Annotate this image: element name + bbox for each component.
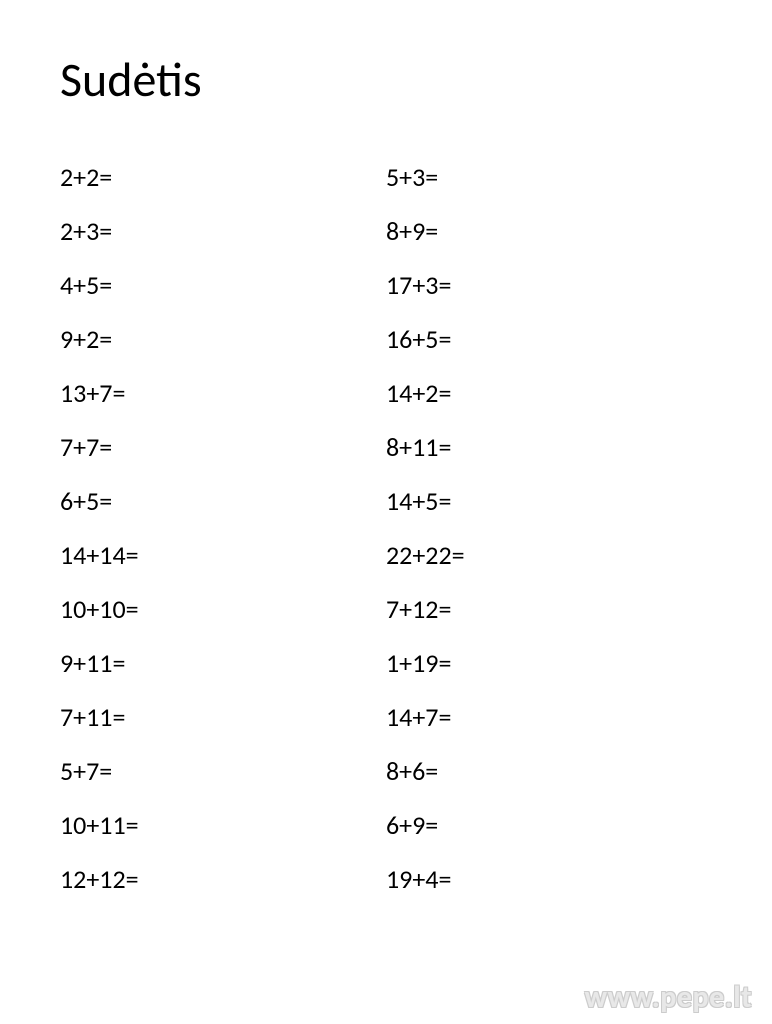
addition-problem: 7+7= (60, 434, 386, 460)
addition-problem: 9+11= (60, 650, 386, 676)
addition-problem: 12+12= (60, 866, 386, 892)
addition-problem: 7+12= (386, 596, 712, 622)
addition-problem: 1+19= (386, 650, 712, 676)
watermark-text: www.pepe.lt (585, 979, 752, 1016)
left-column: 2+2= 2+3= 4+5= 9+2= 13+7= 7+7= 6+5= 14+1… (60, 164, 386, 920)
addition-problem: 10+11= (60, 812, 386, 838)
addition-problem: 14+14= (60, 542, 386, 568)
addition-problem: 9+2= (60, 326, 386, 352)
addition-problem: 13+7= (60, 380, 386, 406)
addition-problem: 2+3= (60, 218, 386, 244)
addition-problem: 6+5= (60, 488, 386, 514)
addition-problem: 5+3= (386, 164, 712, 190)
addition-problem: 8+11= (386, 434, 712, 460)
addition-problem: 19+4= (386, 866, 712, 892)
addition-problem: 22+22= (386, 542, 712, 568)
addition-problem: 4+5= (60, 272, 386, 298)
right-column: 5+3= 8+9= 17+3= 16+5= 14+2= 8+11= 14+5= … (386, 164, 712, 920)
worksheet-page: Sudėtis 2+2= 2+3= 4+5= 9+2= 13+7= 7+7= 6… (0, 0, 772, 960)
addition-problem: 8+9= (386, 218, 712, 244)
addition-problem: 14+7= (386, 704, 712, 730)
addition-problem: 6+9= (386, 812, 712, 838)
page-title: Sudėtis (60, 50, 712, 109)
addition-problem: 16+5= (386, 326, 712, 352)
addition-problem: 17+3= (386, 272, 712, 298)
addition-problem: 7+11= (60, 704, 386, 730)
problems-container: 2+2= 2+3= 4+5= 9+2= 13+7= 7+7= 6+5= 14+1… (60, 164, 712, 920)
addition-problem: 5+7= (60, 758, 386, 784)
addition-problem: 10+10= (60, 596, 386, 622)
addition-problem: 14+2= (386, 380, 712, 406)
addition-problem: 2+2= (60, 164, 386, 190)
addition-problem: 8+6= (386, 758, 712, 784)
addition-problem: 14+5= (386, 488, 712, 514)
